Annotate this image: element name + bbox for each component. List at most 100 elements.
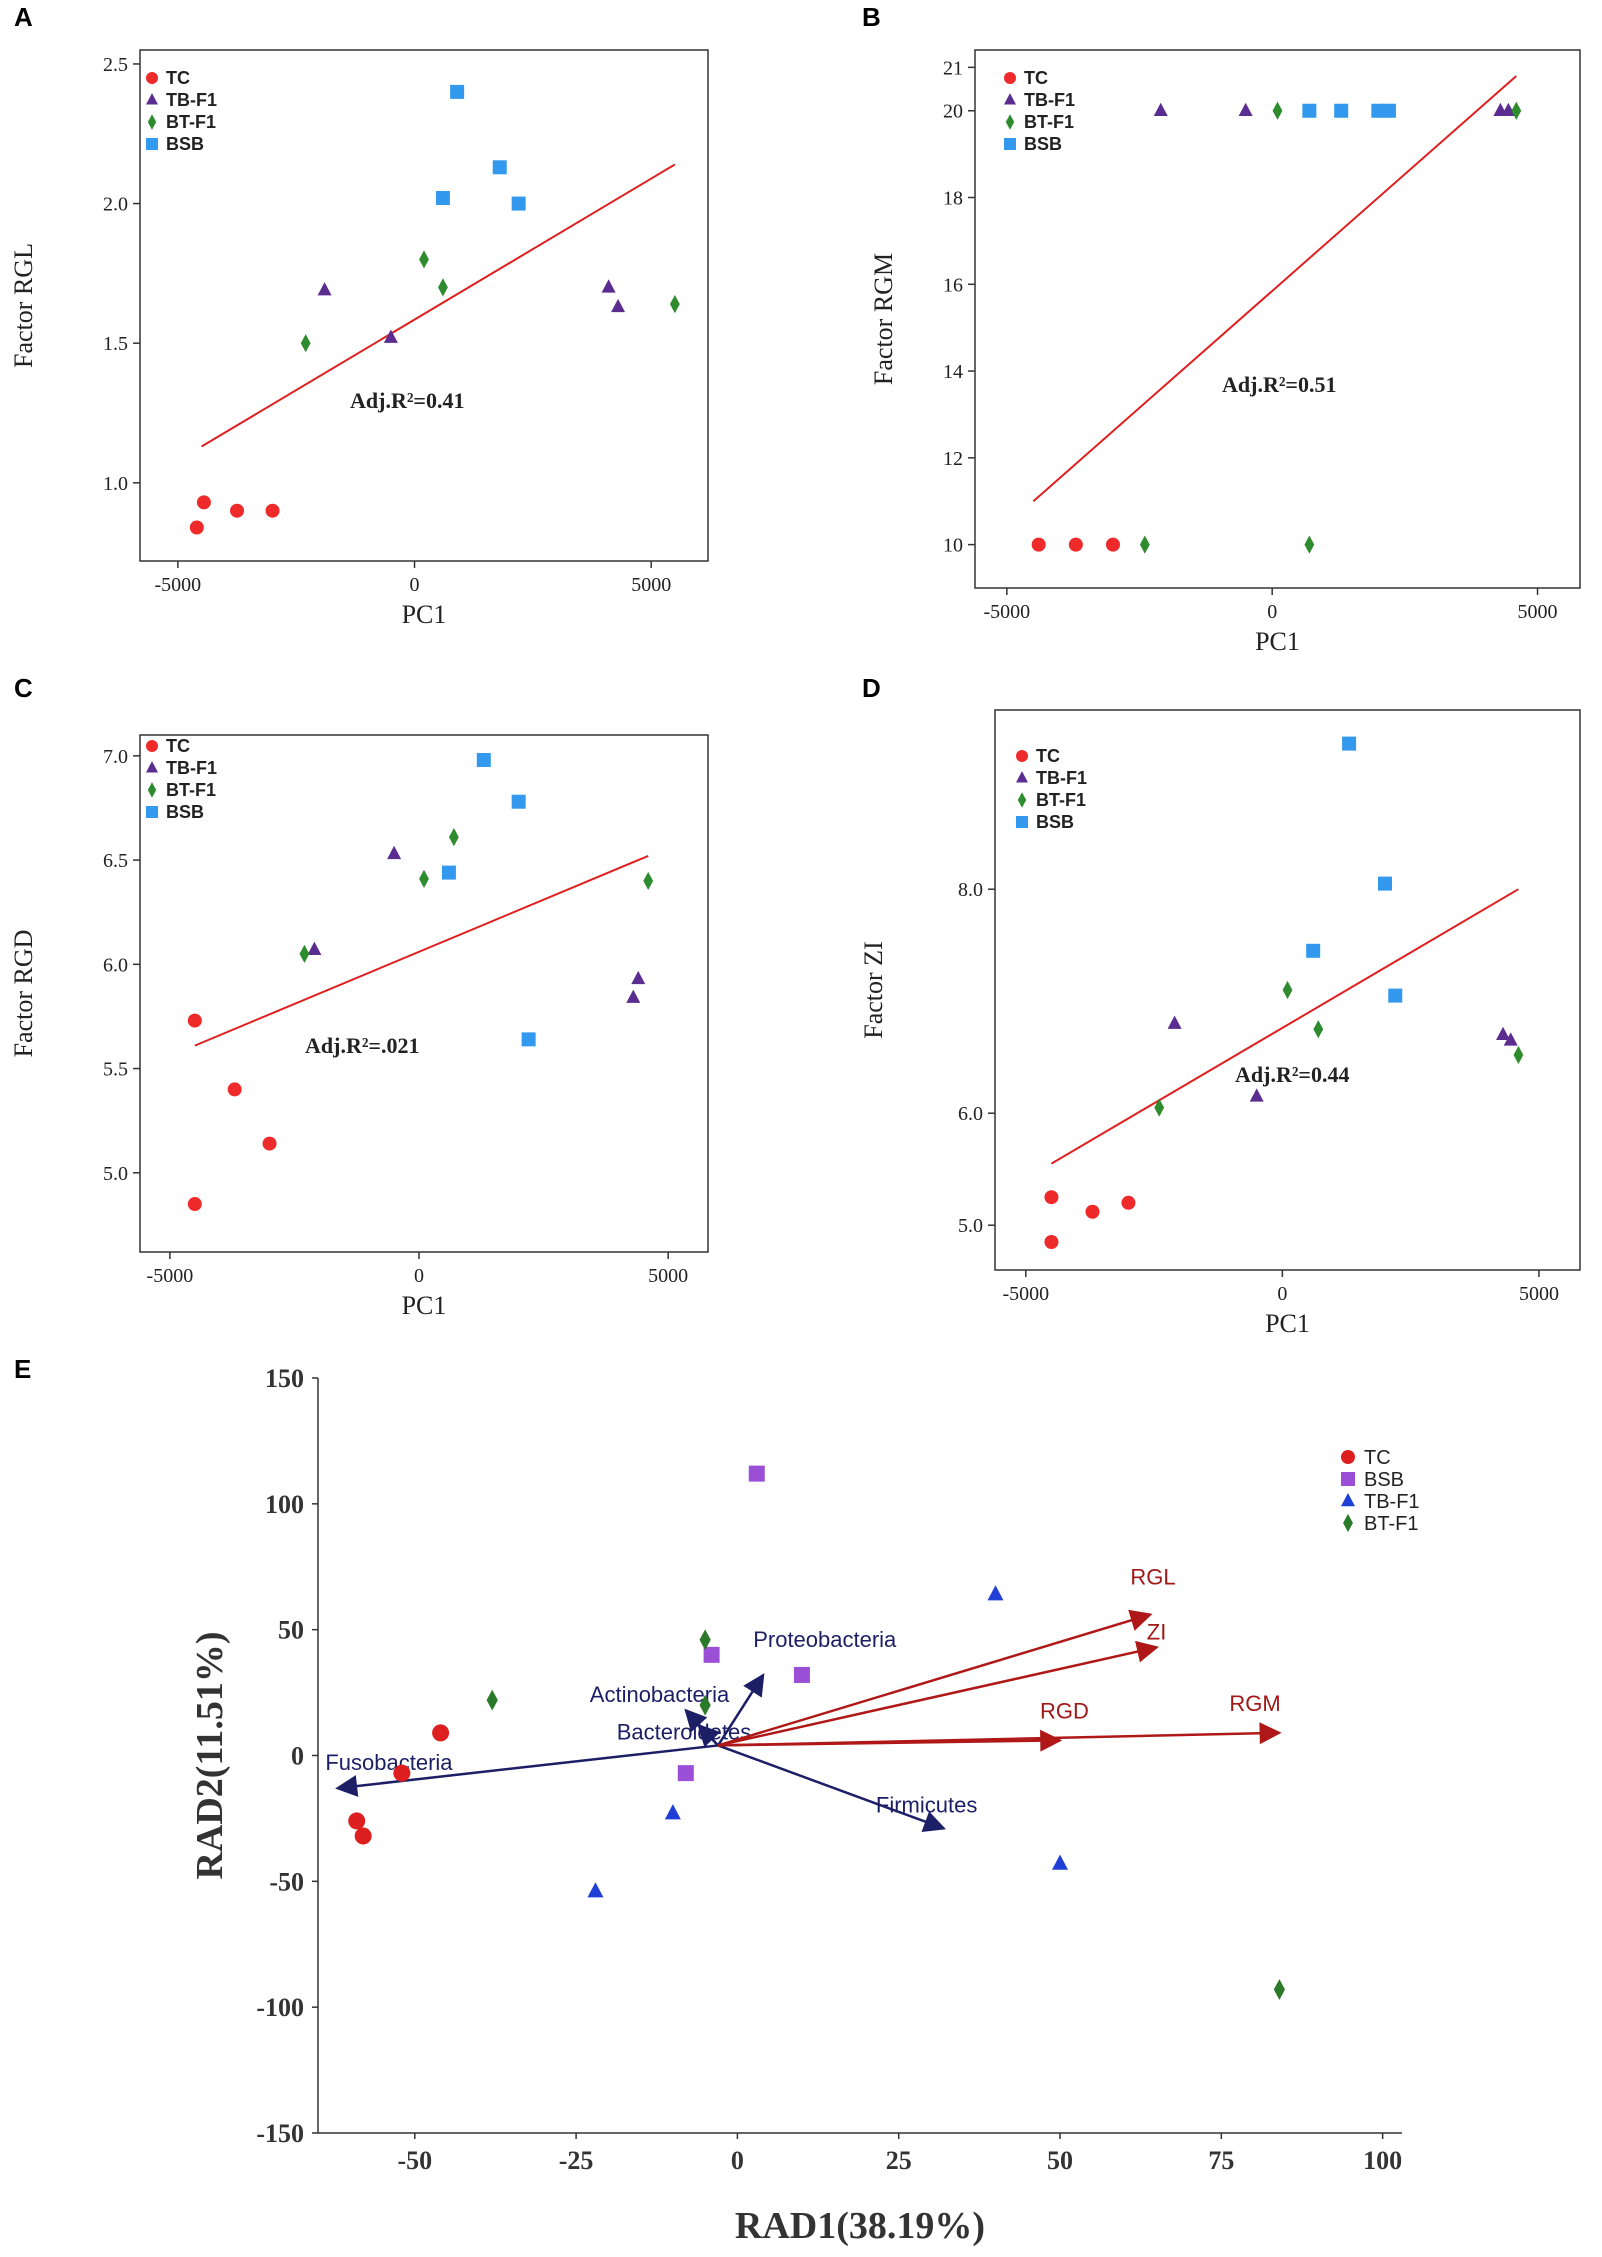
legend-label: TC: [166, 736, 190, 756]
y-tick-label: 14: [943, 361, 963, 383]
legend-marker: [1341, 1472, 1355, 1486]
data-point: [419, 250, 429, 269]
data-point: [448, 828, 459, 847]
legend-label: BSB: [1036, 812, 1074, 832]
data-point: [511, 794, 526, 809]
series-tc: [348, 1724, 450, 1845]
y-tick-label: 6.0: [103, 954, 128, 976]
y-tick-label: 50: [278, 1616, 304, 1645]
x-axis-title: PC1: [1265, 1309, 1310, 1338]
legend-label: TC: [1036, 746, 1060, 766]
data-point: [189, 520, 204, 535]
legend-marker: [1341, 1492, 1355, 1507]
y-tick-label: 21: [943, 57, 963, 79]
data-point: [601, 279, 616, 293]
panel-label: C: [14, 673, 33, 703]
data-point: [521, 1032, 536, 1047]
legend-marker: [147, 114, 157, 130]
plot-frame: [139, 734, 709, 1253]
y-axis-title: Factor RGL: [9, 243, 38, 368]
y-tick-label: 1.0: [103, 473, 128, 495]
data-point: [793, 1666, 810, 1683]
series-tc: [1044, 1190, 1136, 1249]
x-axis-title: PC1: [402, 600, 447, 629]
data-point: [1302, 103, 1317, 118]
data-point: [438, 278, 448, 297]
data-point: [1501, 102, 1516, 116]
y-tick-label: 7.0: [103, 746, 128, 768]
data-point: [387, 845, 402, 860]
x-tick-label: 0: [414, 1265, 424, 1287]
data-point: [1105, 537, 1120, 552]
y-tick-label: 16: [943, 274, 963, 296]
y-tick-label: 10: [943, 535, 963, 557]
legend-marker: [146, 138, 158, 150]
data-point: [300, 334, 311, 353]
y-tick-label: 18: [943, 188, 963, 210]
env-label: RGL: [1130, 1565, 1175, 1590]
legend-label: TC: [1024, 68, 1048, 88]
x-tick-label: -5000: [147, 1265, 194, 1287]
env-label: ZI: [1147, 1619, 1167, 1644]
legend-label: TB-F1: [1036, 768, 1087, 788]
x-tick-label: 5000: [1519, 1283, 1559, 1305]
series-tb-f1: [1153, 102, 1516, 116]
env-arrow: [717, 1640, 1159, 1747]
y-tick-label: 8.0: [958, 879, 983, 901]
data-point: [1139, 535, 1150, 554]
legend-label: BT-F1: [1364, 1513, 1418, 1535]
data-point: [476, 753, 491, 768]
data-point: [265, 503, 280, 518]
data-point: [1388, 988, 1403, 1003]
series-bt-f1: [299, 828, 654, 963]
y-tick-label: 5.5: [103, 1059, 128, 1081]
data-point: [1044, 1235, 1059, 1249]
y-tick-label: 150: [265, 1364, 304, 1393]
legend-label: BSB: [166, 802, 204, 822]
x-tick-label: 100: [1363, 2146, 1402, 2175]
legend-marker: [1341, 1450, 1355, 1464]
legend-marker: [1004, 72, 1016, 84]
species-arrow: [697, 1723, 721, 1748]
env-label: RGD: [1040, 1698, 1089, 1723]
legend-label: BSB: [1364, 1469, 1404, 1491]
data-point: [1167, 1015, 1182, 1029]
panel-label: B: [862, 2, 881, 32]
y-tick-label: 1.5: [103, 333, 128, 355]
data-point: [631, 970, 646, 985]
legend-label: BT-F1: [1036, 790, 1086, 810]
data-point: [1238, 102, 1253, 116]
series-bt-f1: [1154, 980, 1524, 1117]
regression-line: [1050, 888, 1519, 1165]
y-axis-title: Factor RGD: [9, 930, 38, 1058]
data-point: [611, 298, 626, 313]
y-tick-label: 5.0: [103, 1163, 128, 1185]
data-point: [669, 295, 680, 314]
legend-marker: [1004, 93, 1016, 105]
legend-marker: [146, 72, 158, 84]
legend-label: TC: [166, 68, 190, 88]
species-label: Proteobacteria: [753, 1627, 897, 1652]
x-tick-label: 25: [886, 2146, 912, 2175]
data-point: [1371, 103, 1386, 118]
data-point: [492, 160, 507, 175]
data-point: [1378, 876, 1392, 891]
data-point: [1272, 101, 1283, 120]
legend-marker: [1005, 114, 1015, 130]
series-bsb: [677, 1465, 810, 1782]
species-label: Bacteroidetes: [617, 1719, 752, 1744]
data-point: [227, 1082, 242, 1097]
legend-label: BSB: [166, 134, 204, 154]
x-tick-label: -50: [397, 2146, 432, 2175]
series-tb-f1: [587, 1585, 1069, 1898]
data-point: [1153, 102, 1168, 116]
data-point: [435, 190, 450, 205]
x-tick-label: 75: [1208, 2146, 1234, 2175]
series-tc: [189, 495, 280, 535]
data-point: [486, 1689, 498, 1711]
x-axis-title: PC1: [402, 1291, 447, 1320]
legend-label: TB-F1: [166, 90, 217, 110]
